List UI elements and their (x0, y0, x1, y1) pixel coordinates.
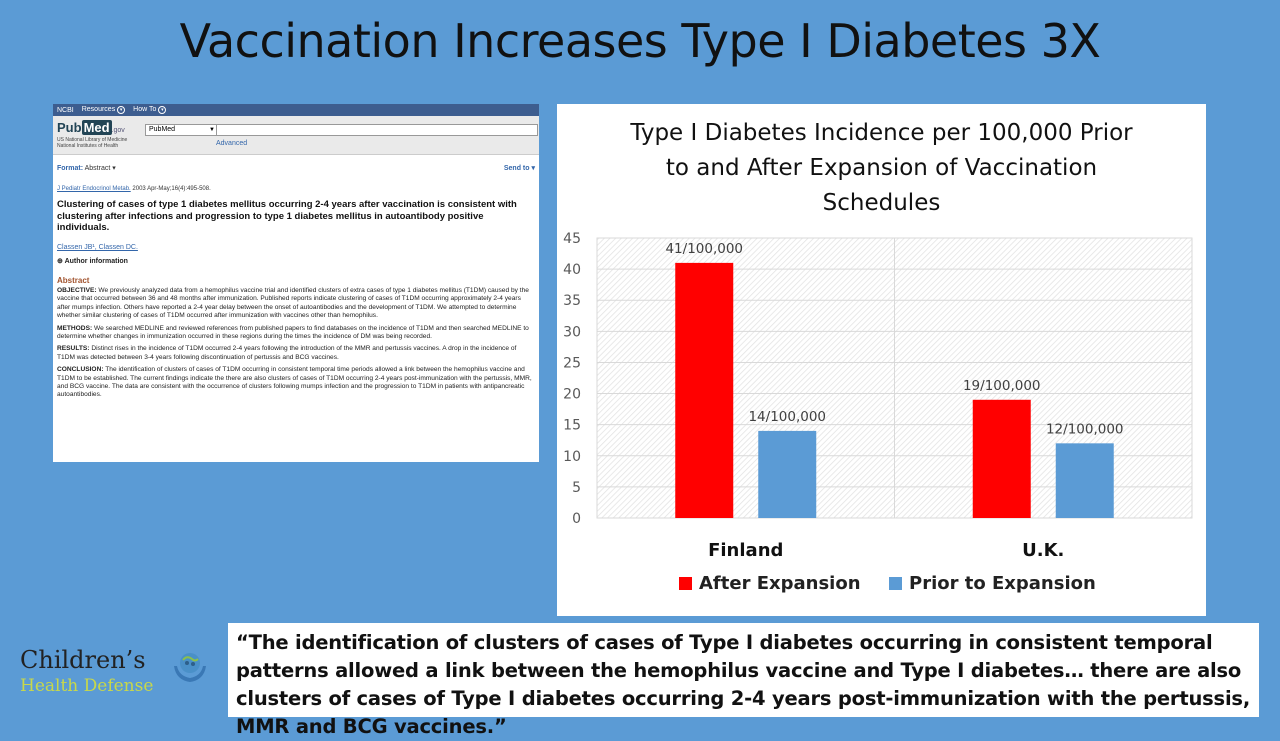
chart-title-line: Type I Diabetes Incidence per 100,000 Pr… (630, 120, 1133, 146)
legend-label: After Expansion (699, 573, 861, 594)
quote-box: “The identification of clusters of cases… (228, 623, 1259, 738)
abstract-methods: METHODS: We searched MEDLINE and reviewe… (57, 324, 529, 341)
chart-title: Type I Diabetes Incidence per 100,000 Pr… (557, 116, 1206, 221)
logo-line2: Health Defense (20, 676, 154, 696)
slide-title: Vaccination Increases Type I Diabetes 3X (179, 14, 1101, 68)
y-tick-label: 45 (563, 231, 581, 247)
advanced-search-link[interactable]: Advanced (216, 140, 248, 147)
resources-menu[interactable]: Resources ▾ (82, 106, 126, 114)
data-label: 12/100,000 (1046, 421, 1124, 437)
y-tick-label: 0 (572, 511, 581, 527)
format-selector[interactable]: Format: Abstract ▾ (57, 165, 116, 172)
abstract-objective: OBJECTIVE: We previously analyzed data f… (57, 287, 529, 320)
abstract-heading: Abstract (57, 276, 90, 285)
author-information-toggle[interactable]: ⊕ Author information (57, 258, 128, 265)
pubmed-logo[interactable]: Pub Med .gov (57, 120, 125, 135)
author-links[interactable]: Classen JB¹, Classen DC. (57, 244, 138, 251)
pubmed-abstract-screenshot: NCBI Resources ▾ How To ▾ Pub Med .gov US … (53, 104, 539, 462)
bar-chart: 0 5 10 15 20 25 30 35 40 45 41/100,000 14/100,000 Fi… (563, 231, 1193, 594)
chart-panel: Type I Diabetes Incidence per 100,000 Pr… (557, 104, 1206, 616)
x-tick-label: U.K. (1022, 540, 1064, 561)
ncbi-top-bar: NCBI Resources ▾ How To ▾ (53, 104, 539, 116)
bar (972, 399, 1031, 518)
search-input[interactable] (216, 124, 538, 136)
abstract-body: OBJECTIVE: We previously analyzed data f… (57, 287, 533, 404)
legend-label: Prior to Expansion (909, 573, 1096, 594)
bar (758, 430, 817, 518)
legend-swatch (889, 577, 902, 590)
y-tick-label: 5 (572, 480, 581, 496)
abstract-conclusion: CONCLUSION: The identification of cluste… (57, 366, 532, 399)
y-tick-label: 25 (563, 355, 581, 371)
chart-title-line: Schedules (822, 190, 941, 216)
data-label: 19/100,000 (963, 378, 1041, 394)
childrens-health-defense-logo: Children’s Health Defense (20, 646, 220, 706)
pubmed-search-bar: Pub Med .gov US National Library of Medici… (53, 116, 539, 155)
chevron-down-icon: ▾ (158, 106, 167, 114)
y-tick-label: 40 (563, 262, 581, 278)
y-tick-label: 10 (563, 449, 581, 465)
send-to-menu[interactable]: Send to ▾ (503, 165, 535, 172)
howto-menu[interactable]: How To ▾ (133, 106, 167, 114)
citation-line: J Pediatr Endocrinol Metab. 2003 Apr-May… (57, 186, 211, 192)
bar (675, 262, 734, 518)
y-tick-label: 35 (563, 293, 581, 309)
legend-swatch (679, 577, 692, 590)
chart-title-line: to and After Expansion of Vaccination (665, 155, 1098, 181)
y-tick-label: 30 (563, 324, 581, 340)
data-label: 14/100,000 (748, 409, 826, 425)
journal-link[interactable]: J Pediatr Endocrinol Metab. (57, 186, 131, 192)
logo-line1: Children’s (20, 646, 146, 674)
quote-text: “The identification of clusters of cases… (236, 631, 1251, 738)
abstract-results: RESULTS: Distinct rises in the incidence… (57, 345, 517, 361)
database-select[interactable]: PubMed ▼ (145, 124, 218, 136)
ncbi-label[interactable]: NCBI (57, 106, 74, 114)
data-label: 41/100,000 (665, 241, 743, 257)
y-tick-label: 20 (563, 387, 581, 403)
x-tick-label: Finland (708, 540, 783, 561)
y-tick-label: 15 (563, 418, 581, 434)
chevron-down-icon: ▼ (209, 127, 215, 133)
hands-globe-icon (174, 653, 206, 682)
nlm-caption: US National Library of Medicine National … (57, 137, 128, 149)
bar (1055, 443, 1114, 518)
chevron-down-icon: ▾ (117, 106, 126, 114)
article-title: Clustering of cases of type 1 diabetes m… (57, 199, 517, 233)
